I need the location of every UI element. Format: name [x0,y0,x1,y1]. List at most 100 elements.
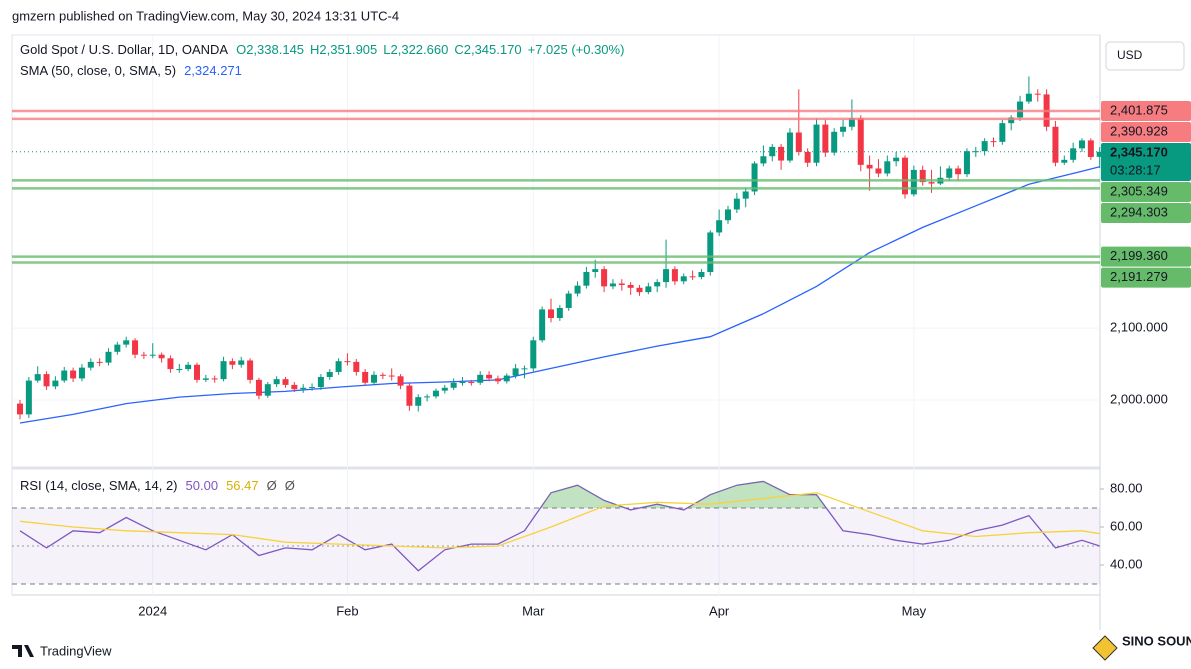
candle-body [300,387,307,390]
candle-body [1025,93,1032,102]
candle-body [149,354,156,356]
symbol: Gold Spot / U.S. Dollar, 1D, OANDA [20,42,228,57]
brand: TradingView [40,643,112,658]
level-label-box [1101,203,1191,224]
candle-body [645,286,652,293]
candle-body [592,269,599,273]
candle-body [902,157,908,195]
x-tick-label: May [902,603,927,618]
overlay: 2,401.875 2,390.928 2,345.170 03:28:17 2,305… [1101,101,1191,288]
candle-body [884,161,891,174]
candle-body [840,126,847,132]
candle-body [379,374,386,376]
candle-body [17,403,23,415]
candle-body [123,340,130,345]
candle-body [1087,140,1094,157]
rsi-flag: Ø [267,478,277,493]
level-label-box [1101,246,1191,267]
candle-body [910,169,917,195]
candle-body [459,382,466,384]
candle-body [194,364,200,380]
rsi-value: 50.00 [186,478,219,493]
ohlc: H2,351.905 [310,42,377,57]
sma-line [19,166,1100,424]
sma-legend: SMA (50, close, 0, SMA, 5) 2,324.271 [20,63,242,78]
x-tick-label: Feb [336,603,358,618]
candle-body [601,269,608,287]
candle-body [1034,93,1041,95]
candle-body [132,340,139,355]
candle-body [919,169,926,183]
candle-body [999,123,1006,142]
candle-body [371,374,377,383]
publisher: gmzern published on TradingView.com, May… [12,8,399,23]
rsi-ma-line [19,492,1100,549]
ohlc: C2,345.170 [454,42,521,57]
candle-body [822,124,829,153]
candle-body [176,369,183,371]
currency-button[interactable] [1105,41,1185,71]
candle-body [716,220,723,233]
candle-body [52,380,59,387]
watermark-badge: SINO SOUND [1092,633,1191,661]
candle-body [388,375,395,377]
candle-body [627,284,634,288]
candle-body [238,360,245,365]
candle-body [707,232,714,273]
candle-body [689,276,696,278]
candle-body [955,168,962,175]
candle-body [742,191,749,199]
x-tick-label: Apr [709,603,730,618]
level-label: 2,401.875 [1110,102,1168,117]
candle-body [698,272,705,278]
rsi-name: RSI (14, close, SMA, 14, 2) [20,478,178,493]
candle-body [282,379,289,385]
rsi-line [19,480,1100,572]
candle-body [539,309,546,341]
symbol-legend: Gold Spot / U.S. Dollar, 1D, OANDA O2,338… [20,42,624,57]
candle-body [857,118,864,165]
last-price-box [1101,143,1191,182]
ohlc: O2,338.145 [236,42,304,57]
candle-body [317,376,324,388]
candle-body [202,378,209,380]
candle-body [397,376,404,386]
candle-body [831,131,838,153]
ohlc: L2,322.660 [383,42,448,57]
candle-body [574,285,581,294]
candle-body [1017,101,1024,118]
candle-body [167,358,174,370]
candle-body [990,141,997,143]
candle-body [450,382,457,388]
level-label-box [1101,182,1191,203]
rsi-tick-label: 60.00 [1110,518,1143,533]
candle-body [158,354,165,359]
candle-body [1070,148,1077,160]
candle-body [273,379,280,385]
level-label-box [1101,101,1191,122]
rsi-band [12,507,1100,584]
candle-body [725,209,731,221]
candle-body [335,361,342,372]
candle-body [680,276,687,282]
currency[interactable]: USD [1117,48,1143,62]
candle-body [229,361,236,365]
candle-body [981,141,988,152]
candle-body [211,378,218,380]
candle-body [795,132,802,152]
candle-body [1061,159,1068,163]
candle-body [494,378,501,382]
candle-body [1052,126,1059,163]
candle-body [786,132,793,161]
sma-value: 2,324.271 [184,63,242,78]
candle-body [751,163,758,192]
candle-body [432,390,439,397]
sma-name: SMA (50, close, 0, SMA, 5) [20,63,176,78]
candle-body [618,283,625,285]
candle-body [1008,117,1015,124]
candle-body [530,340,537,369]
candle-body [671,269,678,282]
candle-body [43,374,50,387]
candle-body [34,374,41,381]
